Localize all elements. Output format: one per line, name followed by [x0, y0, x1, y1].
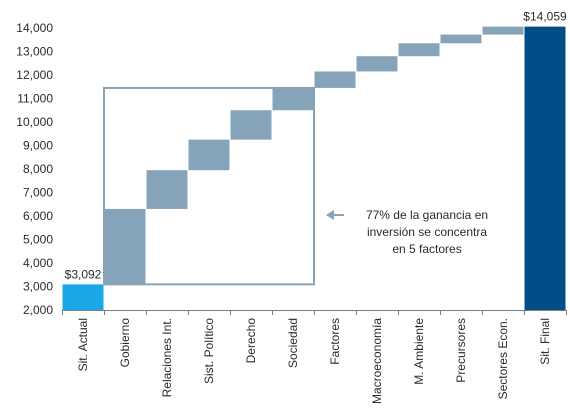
highlight-box [103, 86, 315, 286]
y-tick-label: 12,000 [16, 68, 53, 82]
x-tick-label: Sectores Econ. [496, 318, 510, 399]
y-tick-label: 13,000 [16, 45, 53, 59]
bar-derecho [230, 110, 272, 140]
y-tick-label: 10,000 [16, 115, 53, 129]
x-tick-label: M. Ambiente [412, 318, 426, 385]
bar-sectores-econ [482, 26, 524, 35]
bar-factores [314, 71, 356, 88]
annotation-line: 77% de la ganancia en [366, 208, 488, 222]
bar-relaciones-int [146, 170, 188, 209]
data-label: $3,092 [65, 267, 102, 281]
x-tick-label: Relaciones Int. [160, 318, 174, 397]
y-tick-label: 8,000 [23, 162, 53, 176]
y-tick-label: 6,000 [23, 209, 53, 223]
data-label: $14,059 [523, 10, 567, 24]
y-tick-label: 9,000 [23, 139, 53, 153]
x-tick-label: Sit. Final [538, 318, 552, 365]
bar-m-ambiente [398, 43, 440, 57]
x-tick-label: Derecho [244, 318, 258, 364]
x-tick-label: Macroeconomía [370, 318, 384, 404]
y-tick-label: 5,000 [23, 233, 53, 247]
bar-sist-político [188, 139, 230, 171]
bars [62, 26, 566, 311]
x-axis: Sit. Actual Gobierno Relaciones Int. Sist. … [62, 310, 567, 404]
x-tick-label: Factores [328, 318, 342, 365]
y-tick-label: 4,000 [23, 256, 53, 270]
bar-sit-final [524, 26, 566, 311]
bar-precursores [440, 34, 482, 44]
bar-sociedad [272, 87, 314, 111]
bar-sit-actual [62, 284, 104, 310]
data-labels: $3,092 $14,059 [65, 10, 567, 282]
y-tick-label: 7,000 [23, 186, 53, 200]
annotation-line: en 5 factores [392, 242, 461, 256]
x-tick-label: Sist. Político [202, 318, 216, 384]
x-tick-label: Sit. Actual [76, 318, 90, 371]
y-tick-label: 3,000 [23, 280, 53, 294]
y-tick-label: 2,000 [23, 303, 53, 317]
x-tick-label: Sociedad [286, 318, 300, 368]
bar-gobierno [104, 208, 146, 285]
x-tick-label: Precursores [454, 318, 468, 383]
x-tick-label: Gobierno [118, 318, 132, 368]
annotation-line: inversión se concentra [367, 225, 487, 239]
annotation-arrow-icon [326, 210, 334, 220]
highlight-group [103, 86, 315, 286]
y-tick-label: 11,000 [17, 92, 53, 106]
y-tick-label: 14,000 [16, 21, 53, 35]
annotation: 77% de la ganancia en inversión se concen… [326, 208, 488, 256]
bar-macroeconomía [356, 56, 398, 72]
y-axis: 2,000 3,000 4,000 5,000 6,000 7,000 8,000 9,000… [16, 21, 53, 317]
